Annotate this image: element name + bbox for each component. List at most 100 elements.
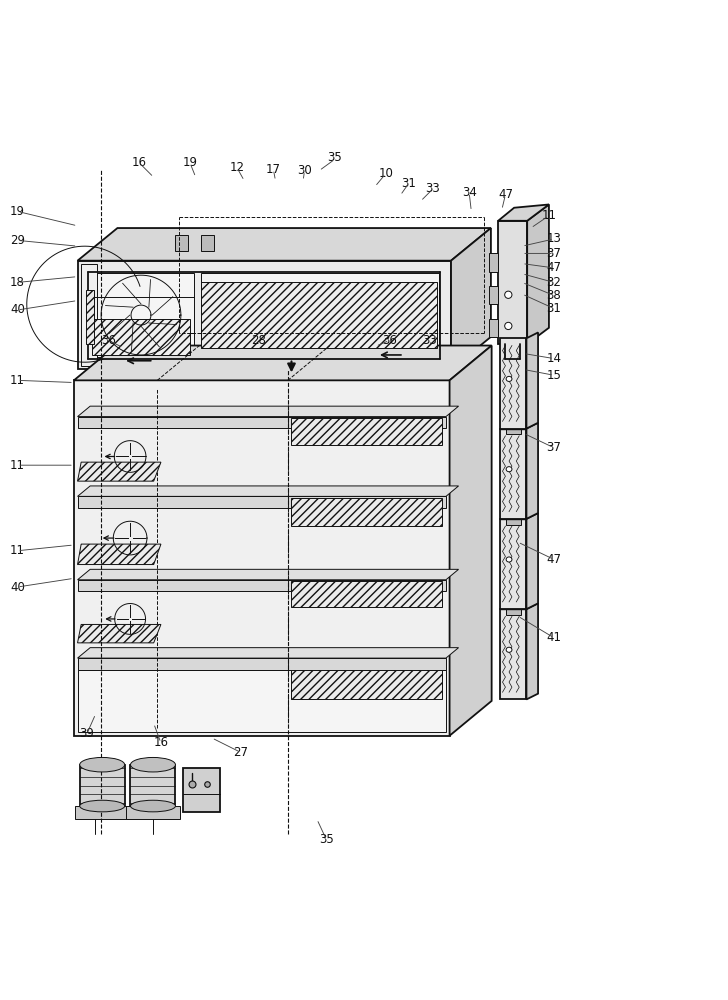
Text: 33: 33 (422, 334, 437, 347)
Polygon shape (291, 581, 443, 607)
Ellipse shape (505, 322, 512, 330)
Polygon shape (500, 429, 526, 519)
Polygon shape (78, 648, 459, 658)
Polygon shape (78, 670, 446, 732)
Polygon shape (201, 273, 439, 357)
Text: 19: 19 (183, 156, 197, 169)
Polygon shape (78, 569, 459, 580)
Polygon shape (130, 765, 175, 806)
Polygon shape (489, 253, 498, 272)
Polygon shape (76, 806, 129, 819)
Text: 32: 32 (547, 276, 561, 289)
Polygon shape (78, 624, 161, 643)
Polygon shape (78, 486, 459, 496)
Polygon shape (498, 204, 549, 221)
Text: 36: 36 (101, 334, 116, 347)
Text: 40: 40 (10, 581, 25, 594)
Ellipse shape (130, 800, 175, 812)
Text: 11: 11 (10, 374, 25, 387)
Text: 36: 36 (382, 334, 397, 347)
Polygon shape (78, 462, 161, 481)
Polygon shape (506, 516, 521, 525)
Polygon shape (78, 417, 446, 428)
Polygon shape (78, 228, 491, 261)
Text: 17: 17 (266, 163, 281, 176)
Ellipse shape (506, 557, 512, 562)
Polygon shape (526, 332, 538, 429)
Polygon shape (74, 380, 450, 736)
Ellipse shape (79, 757, 124, 772)
Polygon shape (78, 406, 459, 417)
Ellipse shape (506, 376, 512, 381)
Text: 47: 47 (498, 188, 513, 201)
Text: 12: 12 (229, 161, 245, 174)
Text: 14: 14 (547, 352, 561, 365)
Polygon shape (183, 768, 221, 812)
Text: 11: 11 (10, 459, 25, 472)
Polygon shape (78, 658, 446, 670)
Text: 30: 30 (297, 164, 312, 177)
Ellipse shape (505, 291, 512, 298)
Text: 16: 16 (154, 736, 168, 749)
Text: 16: 16 (132, 156, 146, 169)
Polygon shape (506, 426, 521, 434)
Ellipse shape (79, 800, 124, 812)
Polygon shape (78, 496, 446, 508)
Text: 39: 39 (79, 727, 95, 740)
Text: 28: 28 (251, 334, 266, 347)
Text: 31: 31 (547, 302, 561, 315)
Polygon shape (489, 286, 498, 304)
Text: 38: 38 (547, 289, 561, 302)
Polygon shape (506, 606, 521, 615)
Text: 11: 11 (542, 209, 556, 222)
Text: 47: 47 (547, 553, 561, 566)
Polygon shape (500, 609, 526, 699)
Polygon shape (79, 765, 124, 806)
Polygon shape (451, 228, 491, 369)
Text: 40: 40 (10, 303, 25, 316)
Ellipse shape (130, 757, 175, 772)
Text: 37: 37 (547, 441, 561, 454)
Polygon shape (92, 319, 190, 355)
Text: 18: 18 (10, 276, 25, 289)
Polygon shape (527, 204, 549, 344)
Polygon shape (201, 282, 437, 348)
Ellipse shape (506, 467, 512, 472)
Ellipse shape (506, 647, 512, 652)
Polygon shape (78, 544, 161, 565)
Text: 31: 31 (402, 177, 416, 190)
Text: 19: 19 (10, 205, 25, 218)
Polygon shape (291, 670, 443, 699)
Text: 29: 29 (10, 234, 25, 247)
Polygon shape (78, 580, 446, 591)
Polygon shape (450, 346, 491, 736)
Text: 27: 27 (233, 746, 248, 759)
Text: 35: 35 (319, 833, 333, 846)
Polygon shape (126, 806, 180, 819)
Polygon shape (498, 221, 527, 344)
Text: 13: 13 (547, 232, 561, 245)
Polygon shape (86, 290, 94, 344)
Text: 15: 15 (547, 369, 561, 382)
Polygon shape (291, 418, 443, 445)
Polygon shape (201, 235, 214, 251)
Polygon shape (526, 513, 538, 609)
Polygon shape (526, 423, 538, 519)
Text: 34: 34 (462, 186, 477, 199)
Polygon shape (500, 338, 526, 429)
Polygon shape (74, 346, 491, 380)
Polygon shape (78, 261, 451, 369)
Polygon shape (489, 319, 498, 337)
Text: 33: 33 (426, 182, 440, 195)
Polygon shape (81, 264, 97, 366)
Polygon shape (500, 519, 526, 609)
Text: 10: 10 (379, 167, 393, 180)
Text: 37: 37 (547, 247, 561, 260)
Polygon shape (175, 235, 189, 251)
Text: 47: 47 (547, 261, 561, 274)
Polygon shape (90, 273, 194, 357)
Polygon shape (526, 603, 538, 699)
Polygon shape (291, 498, 443, 526)
Text: 41: 41 (547, 631, 561, 644)
Text: 35: 35 (328, 151, 342, 164)
